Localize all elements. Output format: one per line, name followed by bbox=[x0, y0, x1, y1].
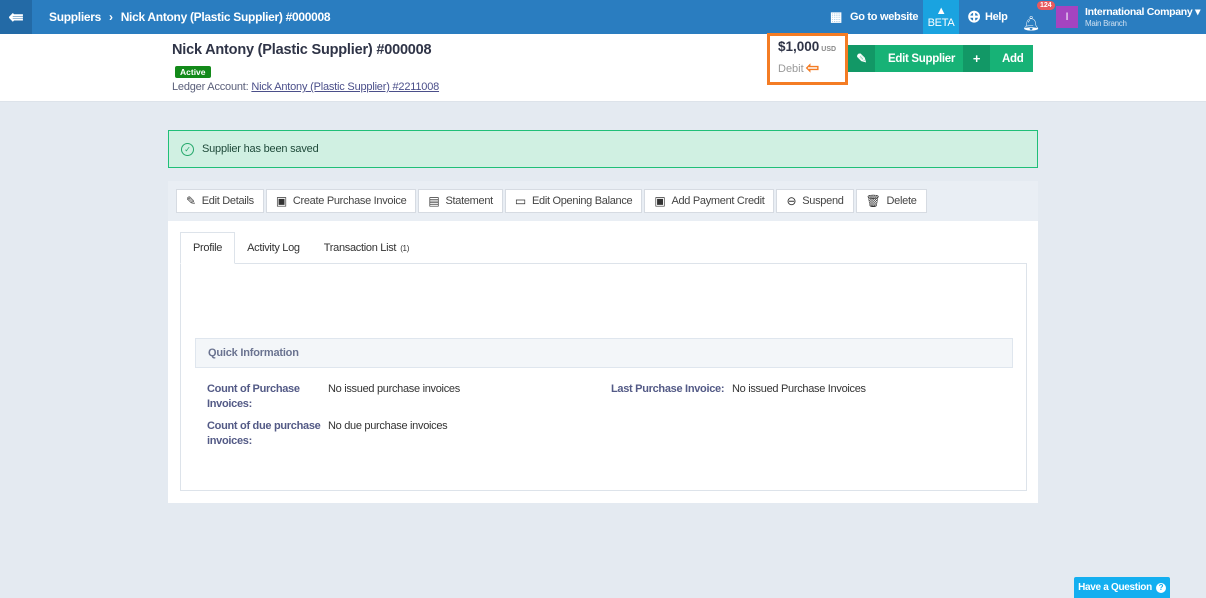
company-name: International Company bbox=[1085, 6, 1193, 18]
count-purchase-value: No issued purchase invoices bbox=[328, 383, 460, 395]
help-label: Help bbox=[984, 11, 1008, 23]
tab-label: Transaction List bbox=[323, 242, 397, 254]
button-label: Suspend bbox=[802, 195, 844, 207]
button-label: Create Purchase Invoice bbox=[292, 195, 407, 207]
go-to-website-link[interactable]: ▦ Go to website bbox=[830, 0, 919, 34]
go-to-website-label: Go to website bbox=[849, 11, 919, 23]
store-icon: ▦ bbox=[830, 9, 842, 24]
count-purchase-label: Count of Purchase Invoices: bbox=[207, 383, 300, 410]
profile-panel: Quick Information Count of Purchase Invo… bbox=[180, 263, 1027, 491]
ledger-account: Ledger Account: Nick Antony (Plastic Sup… bbox=[172, 81, 439, 93]
balance-type: Debit bbox=[778, 63, 804, 75]
caret-down-icon: ▾ bbox=[1195, 6, 1201, 18]
breadcrumb-current: Nick Antony (Plastic Supplier) #000008 bbox=[120, 10, 331, 24]
bell-icon[interactable]: 🔔︎ bbox=[1022, 15, 1040, 31]
beta-label: BETA bbox=[927, 17, 955, 29]
add-button[interactable]: + Add bbox=[963, 45, 1034, 72]
question-circle-icon: ? bbox=[1155, 582, 1166, 593]
button-label: Add Payment Credit bbox=[671, 195, 765, 207]
credit-card-icon: ▭ bbox=[514, 194, 526, 208]
count-due-value: No due purchase invoices bbox=[328, 420, 448, 432]
balance-amount: $1,000 bbox=[778, 39, 820, 54]
notification-count: 124 bbox=[1037, 1, 1055, 10]
button-label: Statement bbox=[445, 195, 493, 207]
add-label: Add bbox=[1002, 52, 1024, 65]
edit-opening-balance-button[interactable]: ▭ Edit Opening Balance bbox=[504, 189, 643, 213]
tab-bar: Profile Activity Log Transaction List (1) bbox=[180, 232, 421, 264]
question-label: Have a Question bbox=[1078, 582, 1152, 593]
action-toolbar: ✎ Edit Details ▣ Create Purchase Invoice ▤… bbox=[168, 181, 1038, 221]
breadcrumb: Suppliers › Nick Antony (Plastic Supplier)… bbox=[49, 10, 331, 24]
success-alert: ✓ Supplier has been saved bbox=[168, 130, 1038, 168]
delete-button[interactable]: 🗑︎ Delete bbox=[855, 189, 927, 213]
quick-information-header: Quick Information bbox=[195, 338, 1013, 368]
lifebuoy-icon: ⊕ bbox=[967, 7, 981, 26]
create-purchase-invoice-button[interactable]: ▣ Create Purchase Invoice bbox=[265, 189, 417, 213]
plus-icon: + bbox=[963, 45, 990, 72]
beta-button[interactable]: ▲ BETA bbox=[923, 0, 959, 34]
status-badge: Active bbox=[175, 66, 211, 78]
last-purchase-label: Last Purchase Invoice: bbox=[611, 383, 725, 395]
tab-transaction-list[interactable]: Transaction List (1) bbox=[312, 232, 421, 264]
balance-currency: USD bbox=[821, 46, 837, 53]
check-circle-icon: ✓ bbox=[181, 142, 194, 156]
arrow-left-icon: ⇦ bbox=[805, 60, 820, 77]
back-arrow-icon[interactable]: ⇚ bbox=[0, 0, 32, 34]
minus-circle-icon: ⊖ bbox=[786, 194, 797, 208]
button-label: Edit Opening Balance bbox=[531, 195, 633, 207]
edit-supplier-button[interactable]: ✎ Edit Supplier bbox=[848, 45, 969, 72]
avatar[interactable]: I bbox=[1056, 6, 1078, 28]
branch-name: Main Branch bbox=[1085, 19, 1127, 28]
tab-activity-log[interactable]: Activity Log bbox=[247, 242, 300, 254]
tab-count: (1) bbox=[400, 243, 410, 253]
pencil-icon: ✎ bbox=[186, 194, 196, 208]
rocket-icon: ▲ bbox=[935, 5, 947, 17]
balance-summary: $1,000 USD Debit ⇦ bbox=[767, 33, 848, 85]
pencil-icon: ✎ bbox=[848, 45, 875, 72]
last-purchase-value: No issued Purchase Invoices bbox=[732, 383, 866, 395]
breadcrumb-suppliers[interactable]: Suppliers bbox=[49, 10, 101, 24]
help-link[interactable]: ⊕ Help bbox=[967, 0, 1008, 34]
count-due-label: Count of due purchase invoices: bbox=[207, 420, 321, 447]
trash-icon: 🗑︎ bbox=[865, 194, 881, 208]
tab-profile[interactable]: Profile bbox=[180, 232, 236, 264]
supplier-card: ✎ Edit Details ▣ Create Purchase Invoice ▤… bbox=[168, 181, 1038, 503]
statement-button[interactable]: ▤ Statement bbox=[418, 189, 503, 213]
have-a-question-button[interactable]: Have a Question? bbox=[1074, 577, 1170, 598]
ledger-label: Ledger Account: bbox=[172, 81, 249, 93]
button-label: Delete bbox=[886, 195, 917, 207]
page-title: Nick Antony (Plastic Supplier) #000008 bbox=[172, 42, 432, 58]
money-icon: ▣ bbox=[275, 194, 287, 208]
suspend-button[interactable]: ⊖ Suspend bbox=[776, 189, 854, 213]
edit-details-button[interactable]: ✎ Edit Details bbox=[176, 189, 264, 213]
alert-message: Supplier has been saved bbox=[202, 143, 319, 155]
top-navbar: ⇚ Suppliers › Nick Antony (Plastic Supplie… bbox=[0, 0, 1206, 34]
calculator-icon: ▤ bbox=[428, 194, 440, 208]
add-payment-credit-button[interactable]: ▣ Add Payment Credit bbox=[644, 189, 775, 213]
button-label: Edit Details bbox=[201, 195, 254, 207]
company-switcher[interactable]: International Company ▾ Main Branch bbox=[1085, 6, 1200, 28]
money-icon: ▣ bbox=[654, 194, 666, 208]
ledger-account-link[interactable]: Nick Antony (Plastic Supplier) #2211008 bbox=[251, 81, 440, 93]
edit-supplier-label: Edit Supplier bbox=[888, 52, 956, 65]
chevron-right-icon: › bbox=[108, 10, 113, 24]
